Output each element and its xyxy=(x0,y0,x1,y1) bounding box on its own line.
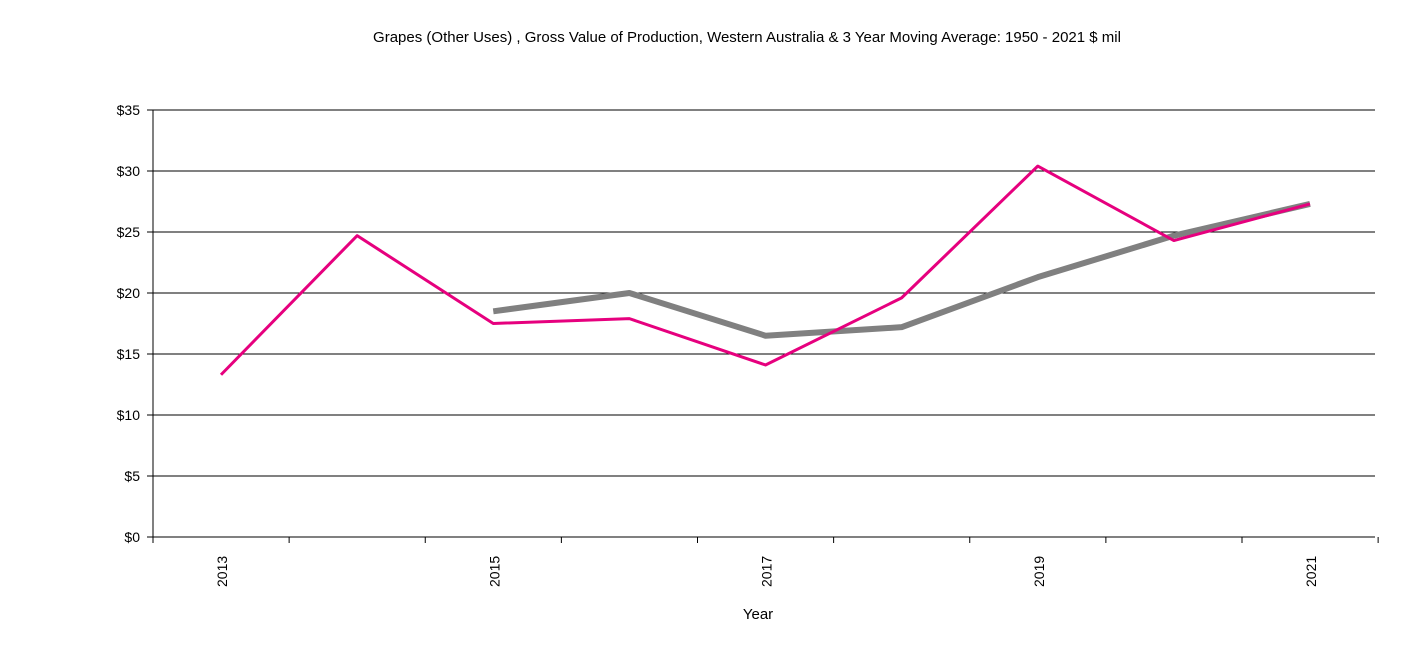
x-tick-label: 2021 xyxy=(1303,556,1319,587)
x-tick-label: 2019 xyxy=(1031,556,1047,587)
y-tick-label: $15 xyxy=(117,346,141,362)
x-tick-label: 2013 xyxy=(214,556,230,587)
y-tick-label: $35 xyxy=(117,102,141,118)
y-tick-label: $10 xyxy=(117,407,141,423)
x-axis-ticks: 2013 2015 2017 2019 2021 xyxy=(152,537,1379,587)
y-tick-label: $30 xyxy=(117,163,141,179)
series-lines xyxy=(219,164,1311,376)
axes xyxy=(152,110,1375,538)
x-axis-label: Year xyxy=(743,606,773,623)
y-tick-label: $5 xyxy=(124,468,140,484)
y-tick-label: $0 xyxy=(124,529,140,545)
x-tick-label: 2015 xyxy=(486,556,502,587)
gridlines xyxy=(153,109,1375,477)
y-axis-ticks: $0 $5 $10 $15 $20 $25 $30 $35 xyxy=(117,102,153,545)
chart-title: Grapes (Other Uses) , Gross Value of Pro… xyxy=(373,29,1121,46)
y-tick-label: $20 xyxy=(117,285,141,301)
series-line-value xyxy=(219,164,1311,376)
y-tick-label: $25 xyxy=(117,224,141,240)
x-tick-label: 2017 xyxy=(759,556,775,587)
series-line-moving-average xyxy=(492,201,1311,339)
